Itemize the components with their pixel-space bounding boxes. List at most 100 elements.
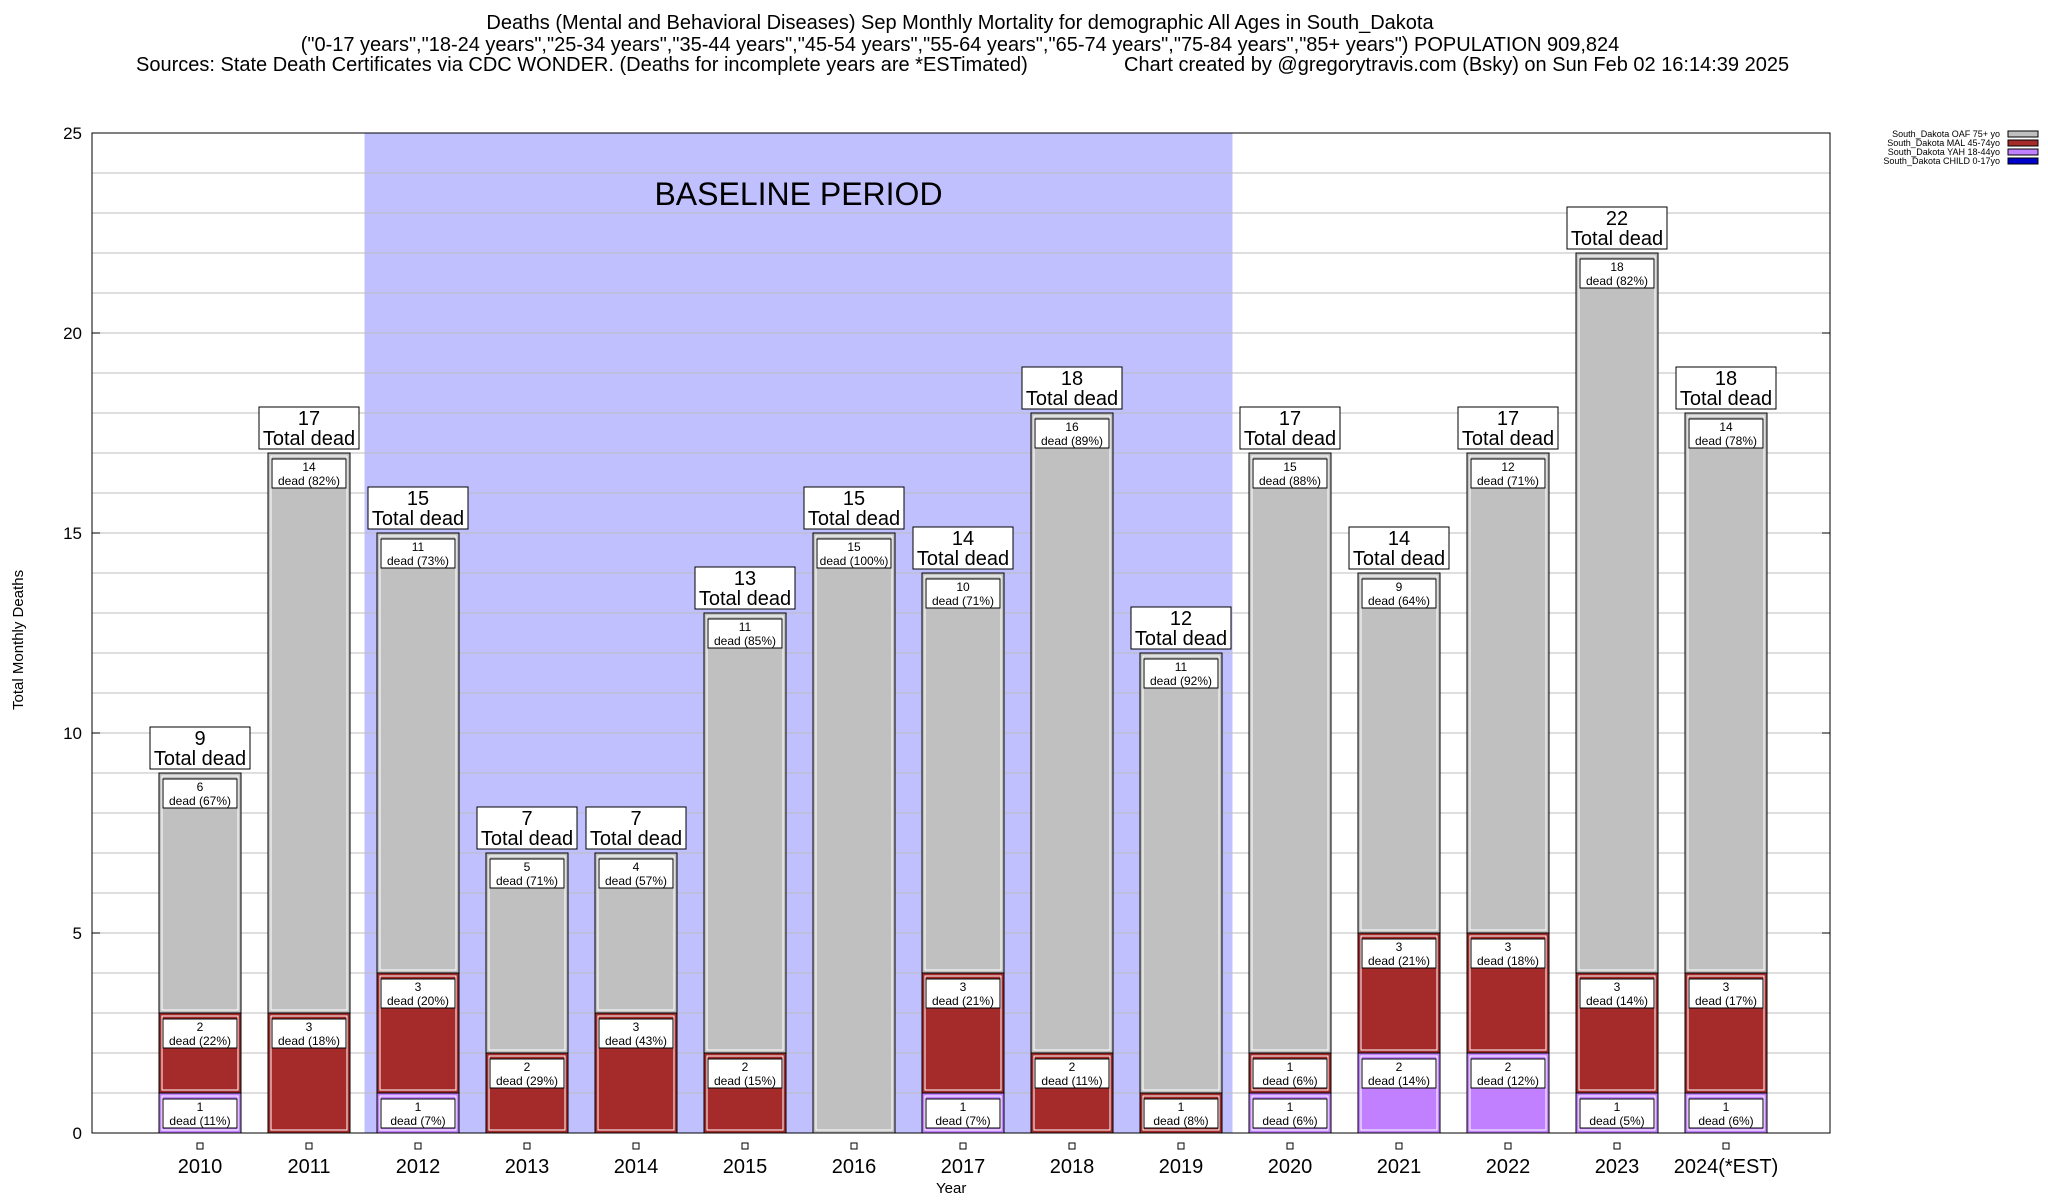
total-suffix-label: Total dead: [590, 828, 682, 850]
x-tick-label: 2014: [614, 1156, 659, 1178]
x-tick-marker: [1613, 1142, 1621, 1150]
segment-label-box: [1470, 1058, 1546, 1089]
bar-segment: [703, 612, 787, 1054]
total-label-box: [149, 726, 251, 770]
segment-label-box: [707, 1058, 783, 1089]
x-tick-marker: [523, 1142, 531, 1150]
bar-segment-inner: [379, 535, 457, 971]
total-suffix-label: Total dead: [1244, 428, 1336, 450]
total-label-box: [1675, 366, 1777, 410]
bar-segment-inner: [161, 775, 239, 1011]
total-count-label: 14: [1388, 528, 1410, 550]
legend-swatch: [2007, 130, 2039, 138]
bar-segment-inner: [1251, 455, 1329, 1051]
legend-swatch: [2007, 139, 2039, 147]
bar-segment-inner: [1578, 975, 1656, 1091]
x-tick-label: 2012: [396, 1156, 441, 1178]
segment-count-label: 2: [1396, 1060, 1403, 1074]
bar-segment-inner: [1578, 1095, 1656, 1131]
segment-label-box: [162, 778, 238, 809]
segment-label-box: [271, 1018, 347, 1049]
segment-count-label: 3: [415, 980, 422, 994]
segment-count-label: 16: [1065, 420, 1079, 434]
segment-percent-label: dead (21%): [1368, 954, 1430, 968]
bar-segment-inner: [924, 975, 1002, 1091]
segment-percent-label: dead (21%): [932, 994, 994, 1008]
segment-label-box: [1361, 1058, 1437, 1089]
bar-segment-inner: [1469, 935, 1547, 1051]
segment-label-box: [707, 618, 783, 649]
bar-segment-inner: [924, 1095, 1002, 1131]
segment-label-box: [489, 858, 565, 889]
segment-count-label: 14: [302, 460, 316, 474]
y-axis-label: Total Monthly Deaths: [10, 569, 27, 710]
segment-percent-label: dead (8%): [1153, 1114, 1208, 1128]
segment-count-label: 14: [1719, 420, 1733, 434]
total-suffix-label: Total dead: [1026, 388, 1118, 410]
segment-percent-label: dead (14%): [1586, 994, 1648, 1008]
bar-segment-inner: [1360, 575, 1438, 931]
total-count-label: 7: [521, 808, 532, 830]
bar-segment-inner: [706, 1055, 784, 1131]
segment-count-label: 2: [197, 1020, 204, 1034]
segment-count-label: 1: [960, 1100, 967, 1114]
segment-label-box: [598, 1018, 674, 1049]
x-tick-label: 2022: [1486, 1156, 1531, 1178]
segment-label-box: [1361, 938, 1437, 969]
segment-label-box: [380, 1098, 456, 1129]
segment-count-label: 5: [524, 860, 531, 874]
total-suffix-label: Total dead: [1680, 388, 1772, 410]
total-suffix-label: Total dead: [917, 548, 1009, 570]
segment-percent-label: dead (73%): [387, 554, 449, 568]
y-tick-label: 10: [63, 724, 82, 743]
segment-percent-label: dead (85%): [714, 634, 776, 648]
total-count-label: 22: [1606, 208, 1628, 230]
title-line-2: ("0-17 years","18-24 years","25-34 years…: [300, 34, 1620, 56]
bar-segment-inner: [706, 615, 784, 1051]
segment-percent-label: dead (100%): [820, 554, 889, 568]
segment-count-label: 3: [306, 1020, 313, 1034]
segment-percent-label: dead (92%): [1150, 674, 1212, 688]
bar-segment-inner: [1469, 1055, 1547, 1131]
bar-segment-inner: [1142, 655, 1220, 1091]
total-suffix-label: Total dead: [1571, 228, 1663, 250]
segment-label-box: [1470, 938, 1546, 969]
segment-count-label: 2: [524, 1060, 531, 1074]
segment-count-label: 11: [739, 620, 752, 634]
x-tick-label: 2011: [287, 1156, 330, 1178]
segment-count-label: 1: [1723, 1100, 1730, 1114]
total-label-box: [1566, 206, 1668, 250]
segment-label-box: [1688, 1098, 1764, 1129]
segment-percent-label: dead (67%): [169, 794, 231, 808]
legend-label: South_Dakota YAH 18-44yo: [1888, 147, 2000, 157]
bar-segment-inner: [379, 975, 457, 1091]
total-label-box: [1021, 366, 1123, 410]
bar-segment: [1030, 412, 1114, 1054]
segment-count-label: 15: [1283, 460, 1297, 474]
segment-label-box: [380, 978, 456, 1009]
segment-percent-label: dead (82%): [278, 474, 340, 488]
segment-count-label: 9: [1396, 580, 1403, 594]
segment-count-label: 11: [1175, 660, 1188, 674]
total-count-label: 9: [194, 728, 205, 750]
segment-label-box: [271, 458, 347, 489]
bar-segment-inner: [1687, 415, 1765, 971]
total-suffix-label: Total dead: [481, 828, 573, 850]
y-tick-label: 5: [73, 924, 82, 943]
bar-segment: [1684, 412, 1768, 974]
segment-label-box: [1688, 418, 1764, 449]
total-suffix-label: Total dead: [1462, 428, 1554, 450]
bar-segment-inner: [1033, 1055, 1111, 1131]
segment-percent-label: dead (12%): [1477, 1074, 1539, 1088]
segment-count-label: 3: [1614, 980, 1621, 994]
legend-label: South_Dakota OAF 75+ yo: [1892, 129, 2000, 139]
total-suffix-label: Total dead: [1353, 548, 1445, 570]
x-tick-label: 2010: [178, 1156, 223, 1178]
segment-percent-label: dead (6%): [1262, 1074, 1317, 1088]
segment-label-box: [925, 978, 1001, 1009]
segment-label-box: [1252, 1058, 1328, 1089]
bar-segment-inner: [1687, 1095, 1765, 1131]
